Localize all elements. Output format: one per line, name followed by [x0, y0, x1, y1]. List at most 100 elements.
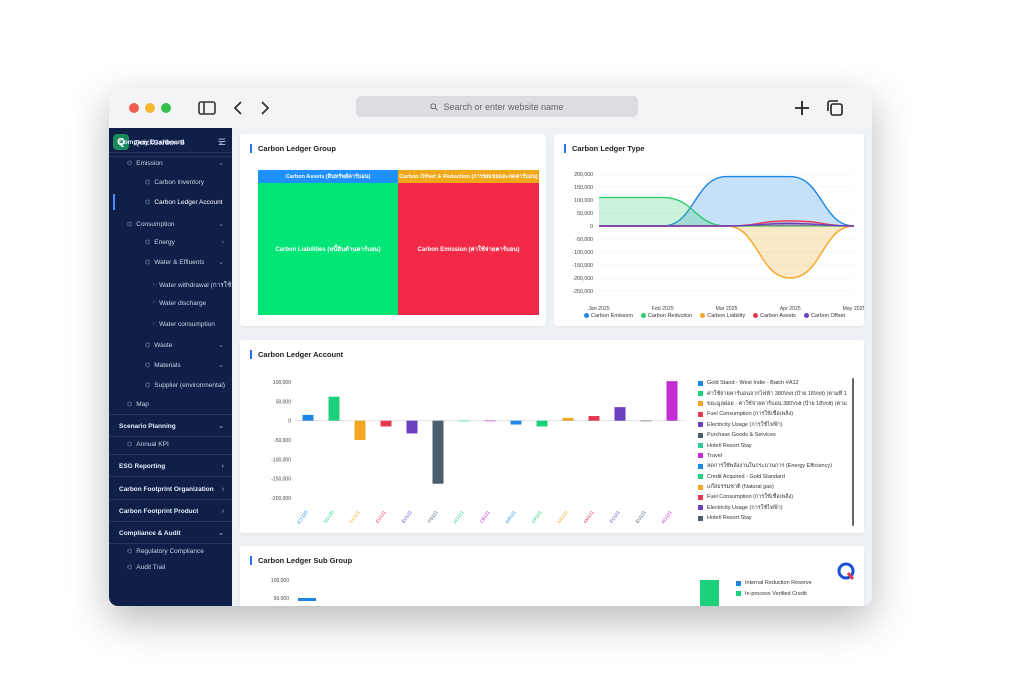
sidebar-item-water-withdrawal[interactable]: ◦Water withdrawal (การใช้น้ำประเภทต่างๆ)	[109, 278, 232, 292]
bar-11[interactable]	[588, 416, 600, 421]
menu-toggle-icon[interactable]: ☰	[217, 136, 226, 147]
legend-label: แก๊สธรรมชาติ (Natural gas)	[707, 484, 774, 491]
chevron-icon: ⌄	[218, 362, 224, 369]
bar-2[interactable]	[354, 420, 366, 440]
bar-6[interactable]	[458, 420, 470, 422]
sidebar-item-annual-kpi[interactable]: ⌬ Annual KPI	[109, 437, 232, 451]
legend-item[interactable]: ค่าใช้จ่ายคาร์บอนจากไฟฟ้า 380Volt (ป้าย …	[698, 388, 848, 398]
legend-item[interactable]: Hotel/ Resort Stay	[698, 513, 848, 523]
sidebar-item-carbon-ledger-account[interactable]: ⌬ Carbon Ledger Account	[109, 195, 232, 209]
url-bar[interactable]: Search or enter website name	[356, 96, 638, 117]
bar-0[interactable]	[302, 414, 314, 421]
sidebar-item-water-discharge[interactable]: ◦ Water discharge	[109, 296, 232, 310]
bar-10[interactable]	[562, 417, 574, 421]
legend-item[interactable]: Credit Acquired - Gold Standard	[698, 472, 848, 482]
tabs-overview-icon[interactable]	[824, 97, 846, 119]
bar-internal-reduction[interactable]	[298, 598, 316, 601]
bar-9[interactable]	[536, 420, 548, 427]
legend-item[interactable]: ลดการใช้พลังงานในกระบวนการ (Energy Effic…	[698, 461, 848, 471]
close-window-button[interactable]	[129, 103, 139, 113]
treemap-block-2[interactable]: Carbon Liabilities (หนี้สินด้านคาร์บอน)	[258, 183, 398, 315]
legend-item[interactable]: Gold Stand - West Indie - Batch #A12	[698, 378, 848, 388]
legend-item[interactable]: Travel	[698, 451, 848, 461]
legend-dot	[803, 313, 809, 319]
legend-item[interactable]: Electricity Usage (การใช้ไฟฟ้า)	[698, 420, 848, 430]
bar-in-process-credit[interactable]	[700, 580, 719, 606]
legend-item[interactable]: In-process Verified Credit	[736, 588, 856, 598]
treemap-block-1[interactable]: Carbon Offset & Reduction (การชดเชยและลด…	[398, 170, 539, 183]
sidebar-item-materials[interactable]: ⌬ Materials ⌄	[109, 358, 232, 372]
maximize-window-button[interactable]	[161, 103, 171, 113]
menu-item-icon: ⌬	[145, 382, 151, 389]
legend-item[interactable]: Purchase Goods & Services	[698, 430, 848, 440]
bar-7[interactable]	[484, 420, 496, 422]
legend-item-carbon-emission[interactable]: Carbon Emission	[584, 313, 633, 319]
sidebar-item-water-consumption[interactable]: ◦ Water consumption	[109, 317, 232, 331]
bar-5[interactable]	[432, 420, 444, 484]
sidebar-item-water-effluents[interactable]: ⌬ Water & Effluents ⌄	[109, 255, 232, 269]
legend-item[interactable]: Internal Reduction Reserve	[736, 578, 856, 588]
sidebar-item-carbon-footprint-product[interactable]: Carbon Footprint Product ›	[109, 504, 232, 518]
legend-item-carbon-assets[interactable]: Carbon Assets	[753, 313, 796, 319]
sidebar-item-regulatory-compliance[interactable]: ⌬ Regulatory Compliance	[109, 544, 232, 558]
sidebar-item-emission[interactable]: ⌬ Emission ⌄	[109, 156, 232, 170]
sidebar-item-carbon-inventory[interactable]: ⌬ Carbon Inventory	[109, 175, 232, 189]
legend-swatch	[698, 474, 703, 480]
sidebar-item-map[interactable]: ⌬ Map	[109, 397, 232, 411]
ledger-account-title: Carbon Ledger Account	[250, 350, 343, 359]
legend-swatch	[698, 453, 703, 459]
chevron-icon: ⌄	[218, 221, 224, 228]
treemap-block-0[interactable]: Carbon Assets (สินทรัพย์คาร์บอน)	[258, 170, 398, 183]
legend-item-carbon-liability[interactable]: Carbon Liability	[700, 313, 745, 319]
sidebar-item-supplier-environmental[interactable]: ⌬ Supplier (environmental) ⌄	[109, 378, 232, 392]
line-carbon-offset[interactable]	[599, 222, 855, 227]
ledger-subgroup-chart: 100,000 50,000	[271, 578, 719, 606]
bar-1[interactable]	[328, 396, 340, 421]
legend-swatch	[698, 380, 703, 386]
sidebar-item-compliance-audit[interactable]: Compliance & Audit ⌄	[109, 526, 232, 540]
legend-item-carbon-reduction[interactable]: Carbon Reduction	[640, 313, 692, 319]
x-tick-label: NG110	[557, 509, 570, 524]
y-tick-label: -50,000	[274, 438, 291, 444]
sidebar-toggle-icon[interactable]	[196, 97, 218, 119]
legend-item[interactable]: Fuel Consumption (การใช้เชื้อเพลิง)	[698, 492, 848, 502]
chevron-icon: ⌄	[218, 423, 224, 430]
legend-item-carbon-offset[interactable]: Carbon Offset	[803, 313, 845, 319]
bar-4[interactable]	[406, 420, 418, 434]
legend-item[interactable]: ขยะมูลฝอย - ค่าใช้จ่ายคาร์บอน 380Volt (ป…	[698, 399, 848, 409]
treemap-block-3[interactable]: Carbon Emission (ค่าใช้จ่ายคาร์บอน)	[398, 183, 539, 315]
legend-item[interactable]: Fuel Consumption (การใช้เชื้อเพลิง)	[698, 409, 848, 419]
sidebar-item-label: Regulatory Compliance	[136, 547, 204, 555]
sidebar-item-esg-reporting[interactable]: ESG Reporting ›	[109, 459, 232, 473]
bar-8[interactable]	[510, 420, 522, 425]
sidebar-item-company-dashboard[interactable]: Company Dashboard ⌄	[109, 135, 232, 149]
new-tab-icon[interactable]	[791, 97, 813, 119]
legend-item[interactable]: Electricity Usage (การใช้ไฟฟ้า)	[698, 503, 848, 513]
legend-swatch	[698, 505, 703, 511]
x-tick-label: EU121	[635, 509, 647, 524]
bar-12[interactable]	[614, 407, 626, 421]
chevron-icon: ›	[221, 485, 224, 493]
forward-icon[interactable]	[253, 97, 275, 119]
sidebar-item-scenario-planning[interactable]: Scenario Planning ⌄	[109, 419, 232, 433]
back-icon[interactable]	[228, 97, 250, 119]
legend-item[interactable]: แก๊สธรรมชาติ (Natural gas)	[698, 482, 848, 492]
minimize-window-button[interactable]	[145, 103, 155, 113]
legend-item[interactable]: Hotel/ Resort Stay	[698, 440, 848, 450]
sidebar-item-carbon-footprint-organization[interactable]: Carbon Footprint Organization ›	[109, 482, 232, 496]
bar-14[interactable]	[666, 381, 678, 421]
sidebar-item-label: Supplier (environmental)	[154, 381, 226, 389]
sidebar-item-energy[interactable]: ⌬ Energy ›	[109, 235, 232, 249]
bar-3[interactable]	[380, 420, 392, 427]
x-tick-label: EU121	[375, 509, 387, 524]
sidebar-divider	[109, 414, 232, 415]
sidebar-item-audit-trail[interactable]: ⌬ Audit Trail	[109, 560, 232, 574]
y-tick-label: 50,000	[577, 211, 593, 217]
sidebar-item-consumption[interactable]: ⌬ Consumption ⌄	[109, 217, 232, 231]
quickcarbon-badge-icon[interactable]	[836, 561, 856, 581]
legend-scrollbar[interactable]	[852, 378, 854, 526]
sidebar-item-waste[interactable]: ⌬ Waste ⌄	[109, 338, 232, 352]
bar-13[interactable]	[640, 420, 652, 422]
legend-label: Hotel/ Resort Stay	[707, 515, 752, 522]
main-content: Carbon Ledger Group Carbon Assets (สินทร…	[232, 128, 872, 606]
